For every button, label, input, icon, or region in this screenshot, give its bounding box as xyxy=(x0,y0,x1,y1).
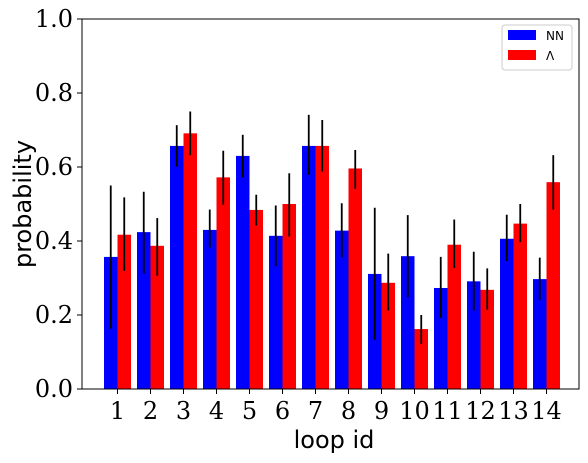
y-tick-label-0.8: 0.8 xyxy=(35,79,73,107)
x-axis: 1 2 3 4 5 6 7 8 9 10 11 12 13 14 xyxy=(110,389,562,425)
bar-lambda-8 xyxy=(348,168,362,389)
bar-lambda-5 xyxy=(249,209,263,389)
bars-group xyxy=(104,133,560,389)
x-tick-label-2: 2 xyxy=(143,397,158,425)
bar-nn-12 xyxy=(467,281,481,389)
x-tick-label-10: 10 xyxy=(399,397,430,425)
legend-label-lambda: Λ xyxy=(546,49,555,63)
legend: NN Λ xyxy=(501,24,573,71)
y-axis-title: probability xyxy=(9,140,37,268)
bar-nn-13 xyxy=(500,238,514,389)
bar-lambda-12 xyxy=(480,289,494,389)
x-tick-label-7: 7 xyxy=(308,397,323,425)
bar-lambda-7 xyxy=(315,145,329,389)
bar-lambda-2 xyxy=(150,245,164,389)
x-tick-label-14: 14 xyxy=(531,397,562,425)
bar-nn-4 xyxy=(203,229,217,389)
x-axis-title: loop id xyxy=(294,426,375,454)
x-tick-label-3: 3 xyxy=(176,397,191,425)
y-axis: 0.0 0.2 0.4 0.6 0.8 1.0 xyxy=(35,5,82,403)
legend-label-nn: NN xyxy=(546,29,564,43)
x-tick-label-12: 12 xyxy=(465,397,496,425)
bar-nn-6 xyxy=(269,235,283,389)
x-tick-label-13: 13 xyxy=(498,397,529,425)
x-tick-label-1: 1 xyxy=(110,397,125,425)
x-tick-label-4: 4 xyxy=(209,397,224,425)
x-tick-label-11: 11 xyxy=(432,397,463,425)
legend-swatch-nn xyxy=(508,30,536,40)
y-tick-label-0.4: 0.4 xyxy=(35,227,73,255)
bar-nn-7 xyxy=(302,145,316,389)
bar-lambda-1 xyxy=(117,234,131,389)
y-tick-label-0.0: 0.0 xyxy=(35,375,73,403)
bar-nn-3 xyxy=(170,145,184,389)
bar-nn-5 xyxy=(236,155,250,389)
bar-lambda-13 xyxy=(513,223,527,389)
bar-nn-14 xyxy=(533,279,547,389)
bar-lambda-11 xyxy=(447,244,461,389)
bar-nn-8 xyxy=(335,230,349,389)
x-tick-label-5: 5 xyxy=(242,397,257,425)
plot-frame xyxy=(81,18,580,390)
legend-swatch-lambda xyxy=(508,50,536,60)
x-tick-label-9: 9 xyxy=(374,397,389,425)
bar-lambda-3 xyxy=(183,133,197,389)
bar-lambda-4 xyxy=(216,177,230,389)
bar-lambda-14 xyxy=(546,182,560,389)
bar-nn-2 xyxy=(137,232,151,389)
x-tick-label-6: 6 xyxy=(275,397,290,425)
error-bars-group xyxy=(109,111,555,344)
y-tick-label-0.6: 0.6 xyxy=(35,153,73,181)
bar-lambda-10 xyxy=(414,329,428,389)
y-tick-label-1.0: 1.0 xyxy=(35,5,73,33)
bar-nn-11 xyxy=(434,287,448,389)
bar-lambda-9 xyxy=(381,282,395,389)
x-tick-label-8: 8 xyxy=(341,397,356,425)
bar-nn-10 xyxy=(401,256,415,389)
y-tick-label-0.2: 0.2 xyxy=(35,301,73,329)
bar-lambda-6 xyxy=(282,204,296,389)
